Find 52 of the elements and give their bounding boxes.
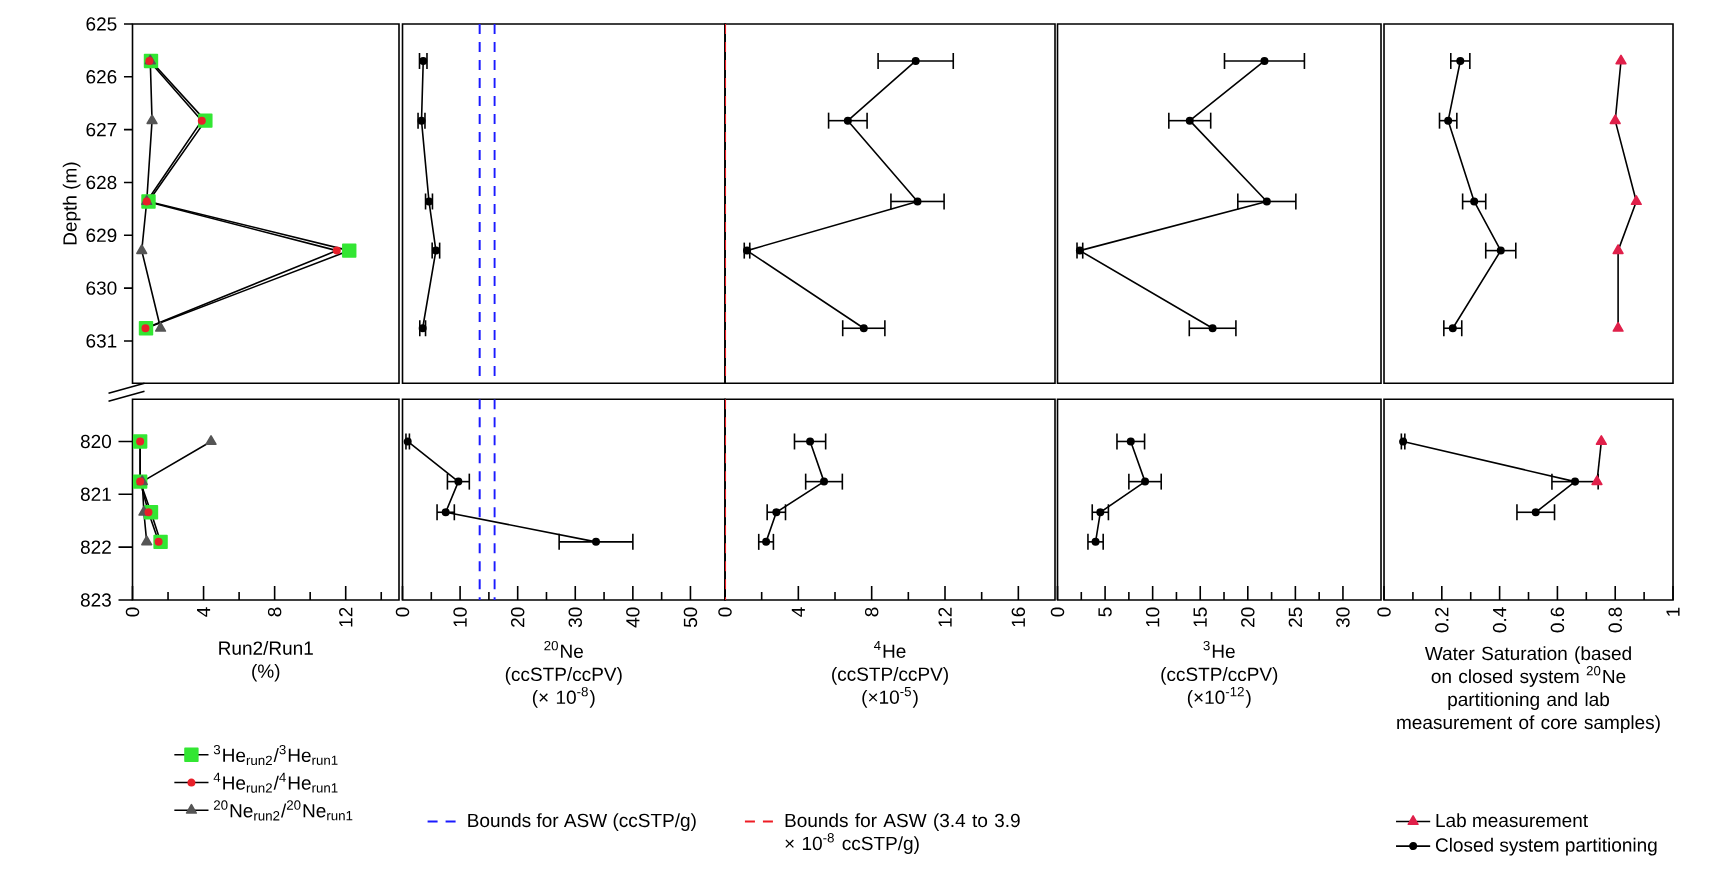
legend-label: Closed system partitioning <box>1435 837 1657 856</box>
x-tick-label: 5 <box>1098 607 1112 617</box>
x-tick-label: 0.8 <box>1608 607 1622 633</box>
x-tick-label: 20 <box>1241 607 1255 627</box>
y-tick-label: 823 <box>80 593 111 607</box>
x-tick-label: 0.4 <box>1492 607 1507 633</box>
y-tick-label: 820 <box>80 434 112 449</box>
x-tick-label: 8 <box>864 607 879 617</box>
x-axis-title: $^{4}$He (ccSTP/ccPV) (×10$^{-5}$) <box>832 640 948 708</box>
x-axis-title: $^{3}$He (ccSTP/ccPV) (×10$^{-12}$) <box>1161 640 1278 708</box>
x-axis-title: Water Saturation (based on closed system $^{20}$Ne partitioning and lab measurement of core samples) <box>1397 646 1660 733</box>
y-tick-label: 625 <box>86 17 117 31</box>
legend-label: $^{20}$Ne$_{run2}$/$^{20}$Ne$_{run1}$ <box>213 800 353 821</box>
legend-label: $^{4}$He$_{run2}$/$^{4}$He$_{run1}$ <box>213 772 338 793</box>
y-tick-label: 628 <box>86 175 117 190</box>
x-tick-label: 0 <box>395 607 410 617</box>
x-tick-label: 0 <box>1050 607 1065 617</box>
x-tick-label: 10 <box>1145 607 1160 627</box>
x-tick-label: 15 <box>1193 607 1207 627</box>
x-tick-label: 4 <box>197 607 211 617</box>
x-tick-label: 0 <box>1377 607 1391 617</box>
y-tick-label: 629 <box>86 228 117 243</box>
y-tick-label: 630 <box>86 281 117 295</box>
x-tick-label: 30 <box>568 607 582 628</box>
x-tick-label: 0 <box>125 607 140 617</box>
x-tick-label: 10 <box>453 607 467 627</box>
x-tick-label: 16 <box>1011 607 1026 627</box>
x-tick-label: 0.2 <box>1435 607 1449 633</box>
legend-label: Bounds for ASW (ccSTP/g) <box>468 813 696 831</box>
y-tick-label: 626 <box>86 70 117 84</box>
x-tick-label: 30 <box>1336 607 1350 628</box>
legend-label: Bounds for ASW (3.4 to 3.9 × 10$^{-8}$ ccSTP/g) <box>785 813 1020 854</box>
x-tick-label: 25 <box>1288 607 1303 627</box>
x-tick-label: 20 <box>510 607 525 627</box>
x-tick-label: 8 <box>267 607 282 617</box>
y-axis-title: Depth (m) <box>62 162 81 245</box>
x-tick-label: 12 <box>938 607 952 627</box>
x-tick-label: 12 <box>339 607 353 627</box>
legend-label: $^{3}$He$_{run2}$/$^{3}$He$_{run1}$ <box>213 744 338 766</box>
x-tick-label: 40 <box>626 607 640 628</box>
y-tick-label: 627 <box>86 122 117 137</box>
x-axis-title: $^{20}$Ne (ccSTP/ccPV) (× 10$^{-8}$) <box>505 640 622 708</box>
x-axis-title: Run2/Run1 (%) <box>219 640 313 682</box>
x-tick-label: 1 <box>1666 607 1680 616</box>
x-tick-label: 50 <box>683 607 698 628</box>
x-tick-label: 0 <box>718 607 732 617</box>
y-tick-label: 822 <box>80 540 111 554</box>
y-tick-label: 821 <box>80 487 111 502</box>
legend-label: Lab measurement <box>1436 813 1588 828</box>
y-tick-label: 631 <box>86 334 117 348</box>
x-tick-label: 0.6 <box>1550 607 1565 633</box>
x-tick-label: 4 <box>791 607 805 617</box>
